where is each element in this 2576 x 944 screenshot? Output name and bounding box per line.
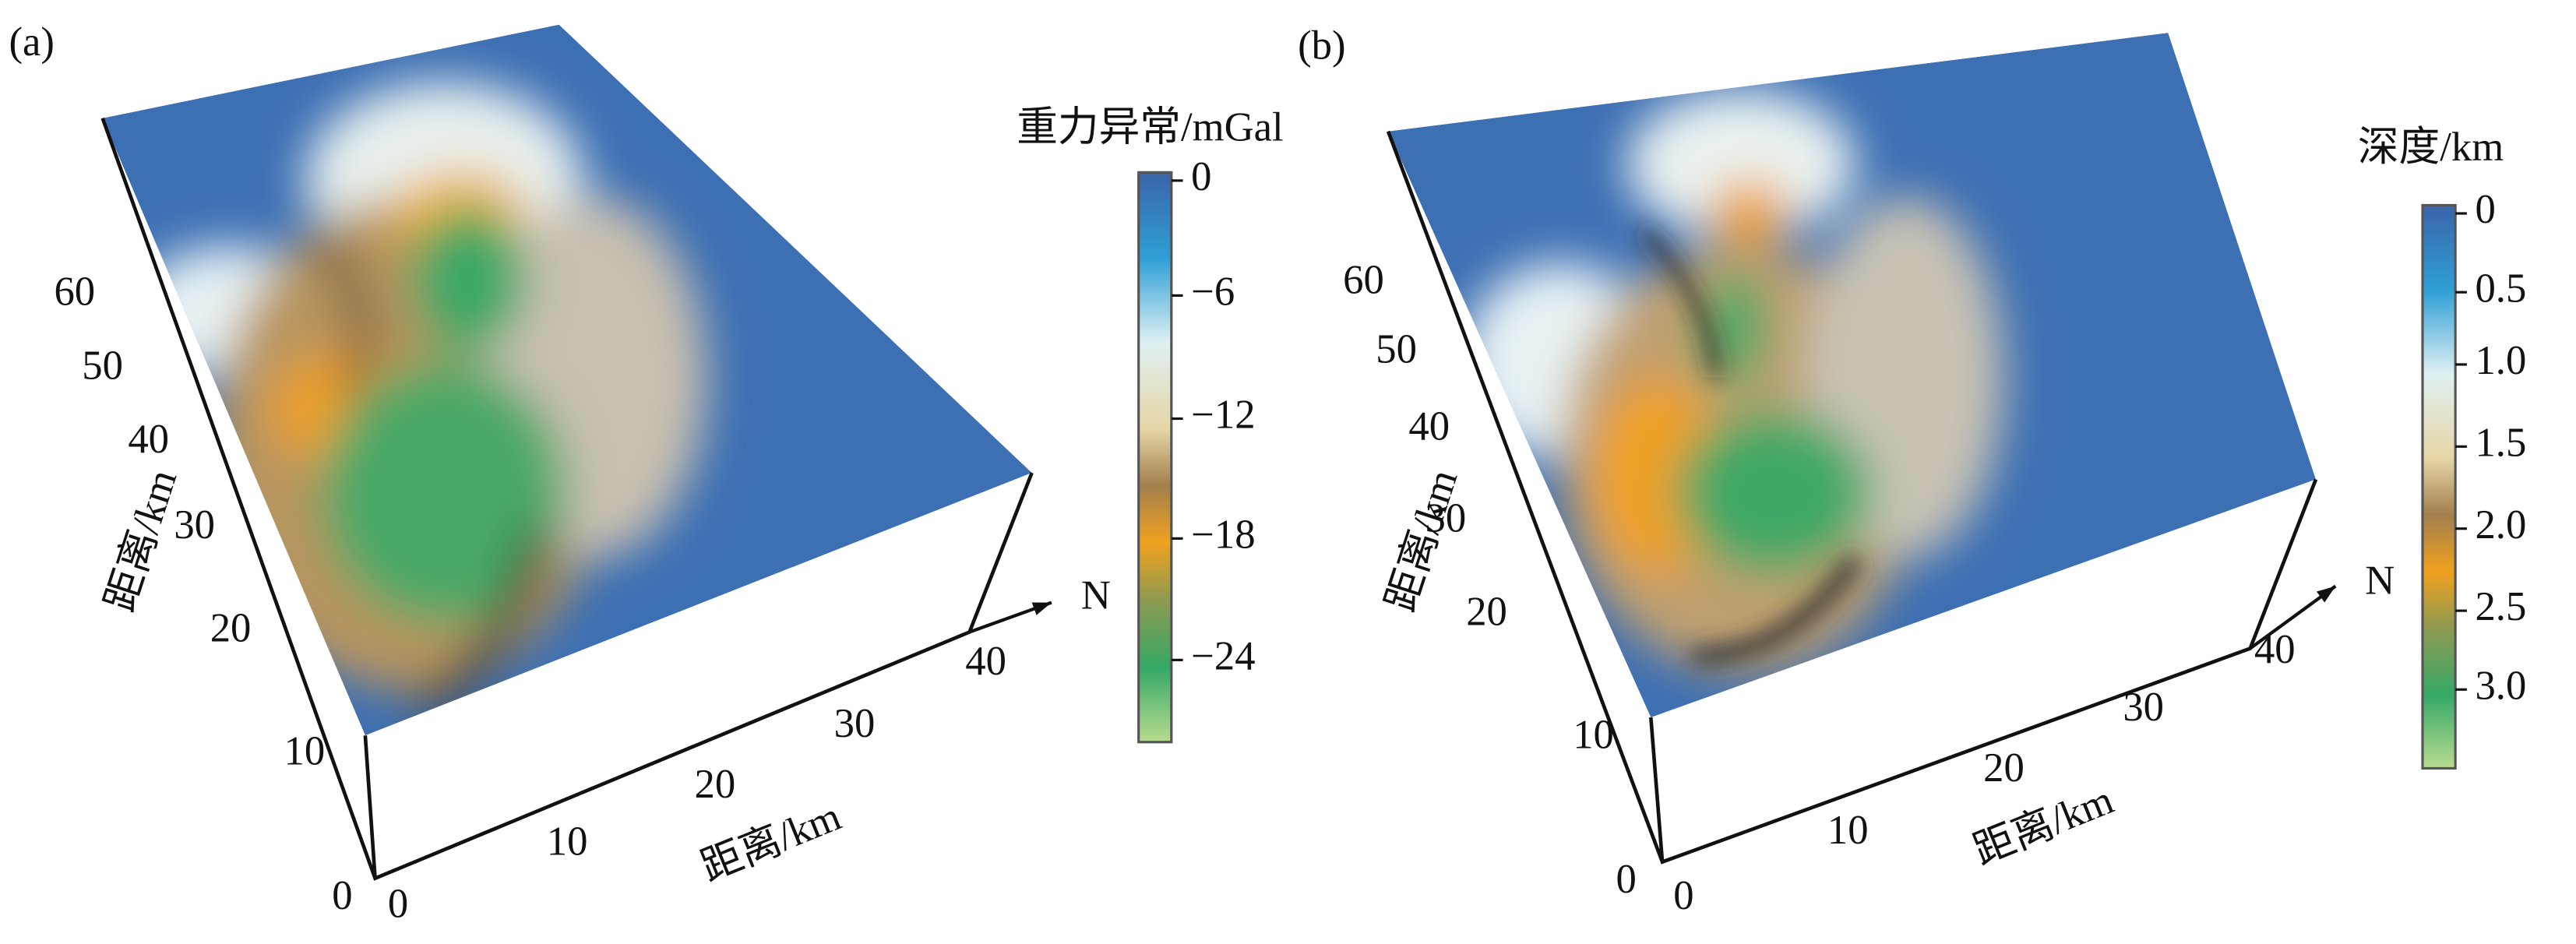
colorbar-tick-label: 2.0 — [2475, 502, 2526, 548]
x-tick-label: 0 — [1673, 873, 1693, 918]
y-tick-label: 50 — [1376, 326, 1417, 372]
x-tick-label: 20 — [695, 762, 736, 807]
colorbar-tick-label: 0 — [1191, 154, 1211, 199]
y-tick-label: 40 — [1408, 403, 1450, 449]
y-tick-label: 30 — [1425, 495, 1467, 541]
axis-box-a — [100, 117, 1034, 881]
colorbar-tick-label: −6 — [1191, 269, 1235, 315]
colorbar-tick-label: −24 — [1191, 633, 1255, 678]
colorbar-tick-label: 3.0 — [2475, 663, 2526, 708]
x-tick-label: 30 — [2123, 685, 2164, 730]
north-label: N — [2365, 558, 2395, 603]
y-tick-label: 0 — [332, 873, 352, 918]
x-tick-label: 10 — [1827, 808, 1869, 853]
surface-b — [1388, 33, 2316, 718]
x-tick-label: 40 — [2254, 627, 2296, 672]
y-tick-label: 0 — [1616, 857, 1637, 902]
colorbar-tick-label: 0 — [2475, 187, 2495, 232]
x-axis-label: 距离/km — [1968, 777, 2120, 874]
colorbar-b — [2421, 203, 2457, 770]
axis-box-b — [1386, 130, 2318, 865]
colorbar-tick-label: 2.5 — [2475, 584, 2526, 629]
x-axis-label: 距离/km — [695, 794, 847, 890]
north-label: N — [1081, 572, 1111, 618]
x-tick-label: 20 — [1983, 745, 2025, 791]
colorbar-tick-label: −18 — [1191, 512, 1255, 557]
x-tick-label: 30 — [834, 701, 876, 746]
colorbar-tick-label: 1.0 — [2475, 338, 2526, 383]
y-tick-label: 40 — [128, 417, 169, 462]
y-tick-label: 20 — [1466, 590, 1507, 635]
y-tick-label: 20 — [210, 606, 252, 651]
y-tick-label: 50 — [82, 343, 123, 388]
north-arrow-head — [1031, 602, 1052, 615]
panel-label: (b) — [1298, 23, 1345, 68]
y-axis-label: 距离/km — [97, 464, 185, 617]
colorbar-tick-label: 0.5 — [2475, 266, 2526, 311]
x-tick-label: 40 — [965, 639, 1006, 684]
y-tick-label: 10 — [1573, 713, 1614, 758]
y-tick-label: 60 — [54, 269, 95, 315]
y-tick-label: 30 — [174, 502, 215, 548]
y-tick-label: 10 — [284, 729, 326, 774]
colorbar-tick-label: 1.5 — [2475, 420, 2526, 465]
colorbar-tick-label: −12 — [1191, 393, 1255, 438]
surface-a — [102, 24, 1032, 736]
colorbar-title: 重力异常/mGal — [1017, 105, 1283, 150]
north-arrow-head — [2316, 586, 2336, 603]
colorbar-title: 深度/km — [2358, 125, 2504, 170]
y-tick-label: 60 — [1343, 258, 1384, 303]
x-tick-label: 10 — [547, 819, 588, 865]
colorbar-a — [1137, 171, 1173, 744]
panel-label: (a) — [9, 19, 55, 65]
x-tick-label: 0 — [388, 882, 408, 927]
